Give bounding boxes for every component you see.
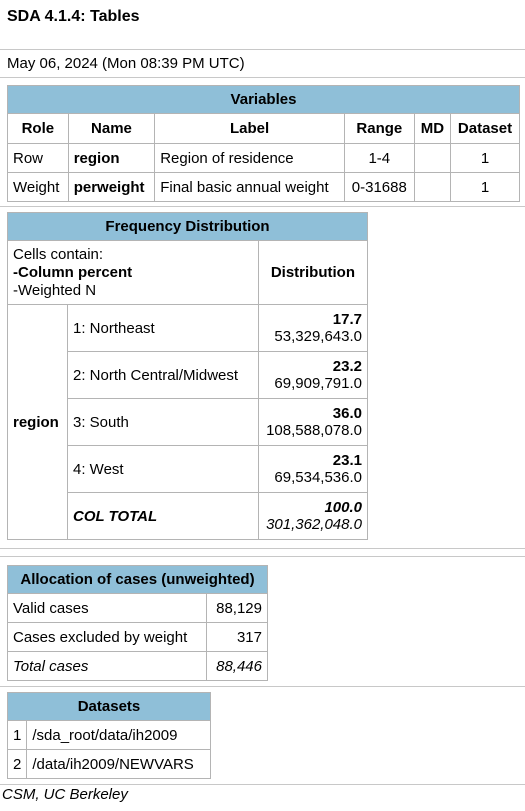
weighted-n: 69,909,791.0 [274, 375, 362, 392]
weighted-n: 108,588,078.0 [266, 422, 362, 439]
var-dataset: 1 [450, 172, 520, 202]
table-row: Total cases 88,446 [7, 651, 269, 681]
date-bar: May 06, 2024 (Mon 08:39 PM UTC) [0, 50, 525, 78]
table-row: 2 /data/ih2009/NEWVARS [6, 749, 211, 779]
col-role: Role [7, 113, 69, 144]
allocation-total-label: Total cases [7, 651, 207, 681]
frequency-table: Frequency Distribution Cells contain: -C… [7, 212, 369, 540]
cells-item-weighted-n: -Weighted N [13, 281, 97, 299]
title-bar: SDA 4.1.4: Tables [0, 0, 525, 50]
table-row: COL TOTAL 100.0 301,362,048.0 [8, 492, 369, 540]
page-title: SDA 4.1.4: Tables [7, 8, 140, 25]
frequency-caption: Frequency Distribution [7, 212, 368, 241]
datasets-caption: Datasets [7, 692, 211, 721]
table-row: 3: South 36.0 108,588,078.0 [8, 398, 369, 446]
variables-table: Variables Role Name Label Range MD Datas… [7, 85, 520, 202]
table-row: 4: West 23.1 69,534,536.0 [8, 445, 369, 493]
table-row: 1 /sda_root/data/ih2009 [6, 720, 211, 750]
table-row: Valid cases 88,129 [7, 593, 269, 623]
weighted-n: 53,329,643.0 [274, 328, 362, 345]
total-percent: 100.0 [324, 499, 362, 516]
datasets-table: Datasets 1 /sda_root/data/ih2009 2 /data… [6, 692, 211, 779]
column-percent: 36.0 [332, 405, 362, 422]
cells-contain-label: Cells contain: [13, 245, 104, 263]
column-percent: 23.1 [332, 452, 362, 469]
total-weighted-n: 301,362,048.0 [266, 516, 362, 533]
distribution-cell: 17.7 53,329,643.0 [257, 304, 369, 352]
var-range: 1-4 [343, 143, 415, 173]
col-total-label: COL TOTAL [67, 492, 259, 540]
dataset-path: /data/ih2009/NEWVARS [26, 749, 211, 779]
divider [0, 548, 525, 549]
col-label: Label [154, 113, 345, 144]
var-md [413, 172, 452, 202]
column-percent: 23.2 [332, 358, 362, 375]
table-row: 2: North Central/Midwest 23.2 69,909,791… [8, 351, 369, 399]
var-name-link[interactable]: perweight [67, 172, 156, 202]
var-role: Weight [7, 172, 69, 202]
divider [0, 206, 525, 207]
var-md [413, 143, 452, 173]
table-row: Weight perweight Final basic annual weig… [7, 172, 520, 202]
var-label: Region of residence [154, 143, 345, 173]
dataset-number: 1 [6, 720, 28, 750]
category-label: 1: Northeast [67, 304, 259, 352]
allocation-value: 88,129 [205, 593, 269, 623]
divider [0, 686, 525, 687]
footer-credit: CSM, UC Berkeley [2, 786, 128, 803]
dataset-number: 2 [6, 749, 28, 779]
distribution-cell: 23.2 69,909,791.0 [257, 351, 369, 399]
distribution-cell: 23.1 69,534,536.0 [257, 445, 369, 493]
col-md: MD [413, 113, 452, 144]
weighted-n: 69,534,536.0 [274, 469, 362, 486]
var-range: 0-31688 [343, 172, 415, 202]
divider [0, 784, 525, 785]
allocation-total-value: 88,446 [205, 651, 269, 681]
variables-caption: Variables [7, 85, 520, 114]
var-label: Final basic annual weight [154, 172, 345, 202]
allocation-caption: Allocation of cases (unweighted) [7, 565, 268, 594]
row-variable-label: region [7, 304, 68, 540]
table-row: Row region Region of residence 1-4 1 [7, 143, 520, 173]
distribution-cell: 36.0 108,588,078.0 [257, 398, 369, 446]
var-role: Row [7, 143, 69, 173]
allocation-label: Valid cases [7, 593, 207, 623]
var-name-link[interactable]: region [67, 143, 156, 173]
col-name: Name [67, 113, 156, 144]
col-range: Range [343, 113, 415, 144]
category-label: 3: South [67, 398, 259, 446]
var-dataset: 1 [450, 143, 520, 173]
cells-contain-box: Cells contain: -Column percent -Weighted… [7, 240, 259, 305]
divider [0, 556, 525, 557]
category-label: 2: North Central/Midwest [67, 351, 259, 399]
table-row: Cases excluded by weight 317 [7, 622, 269, 652]
table-row: region 1: Northeast 17.7 53,329,643.0 [7, 304, 369, 540]
run-date: May 06, 2024 (Mon 08:39 PM UTC) [7, 55, 245, 72]
col-dataset: Dataset [450, 113, 520, 144]
category-label: 4: West [67, 445, 259, 493]
column-percent: 17.7 [332, 311, 362, 328]
dataset-path: /sda_root/data/ih2009 [26, 720, 211, 750]
distribution-cell: 100.0 301,362,048.0 [257, 492, 369, 540]
allocation-label: Cases excluded by weight [7, 622, 207, 652]
allocation-table: Allocation of cases (unweighted) Valid c… [7, 565, 269, 681]
distribution-header: Distribution [257, 240, 369, 305]
allocation-value: 317 [205, 622, 269, 652]
cells-item-column-percent: -Column percent [13, 263, 133, 281]
